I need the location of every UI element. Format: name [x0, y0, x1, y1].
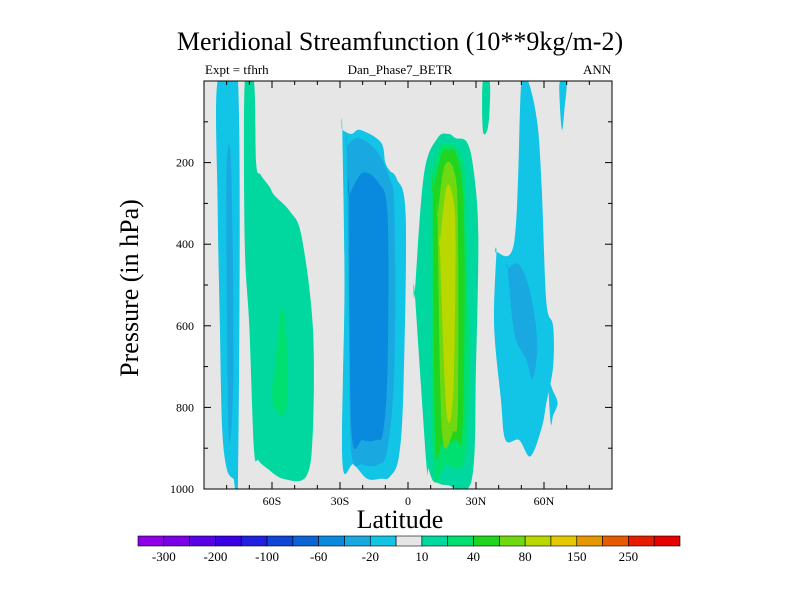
- x-tick-label: 60S: [263, 494, 282, 508]
- colorbar-swatch: [137, 535, 165, 547]
- colorbar-label: 250: [619, 549, 639, 564]
- southern-polar-cell-contour-2: [226, 144, 234, 443]
- x-tick-label: 0: [405, 494, 411, 508]
- colorbar-swatch: [395, 535, 423, 547]
- colorbar-swatch: [628, 535, 655, 547]
- y-tick-label: 1000: [170, 482, 194, 496]
- colorbar-swatch: [266, 535, 294, 547]
- colorbar-swatch: [369, 535, 397, 547]
- field-southern-ferrel-cell: [243, 81, 314, 482]
- colorbar-swatch: [550, 535, 578, 547]
- colorbar-label: -300: [152, 549, 176, 564]
- colorbar-label: -60: [310, 549, 327, 564]
- field-southern-hadley-cell: [341, 118, 407, 480]
- colorbar-label: 10: [415, 549, 428, 564]
- southern-ferrel-cell-contour-2: [272, 306, 288, 417]
- y-tick-label: 800: [176, 400, 194, 414]
- experiment-label: Expt = tfhrh: [205, 62, 269, 77]
- colorbar-swatch: [189, 535, 216, 547]
- x-axis-label: Latitude: [356, 505, 444, 534]
- colorbar-label: -200: [204, 549, 228, 564]
- colorbar-swatch: [499, 535, 526, 547]
- colorbar-swatch: [318, 535, 345, 547]
- colorbar-swatch: [215, 535, 242, 547]
- colorbar-swatch: [163, 535, 190, 547]
- y-tick-label: 600: [176, 319, 194, 333]
- colorbar-swatch: [653, 535, 681, 547]
- colorbar-label: 80: [519, 549, 532, 564]
- northern-polar-fragments-contour-3: [548, 381, 558, 426]
- colorbar-label: -20: [362, 549, 379, 564]
- northern-hadley-cell-contour-5: [438, 184, 456, 424]
- season-label: ANN: [583, 62, 612, 77]
- colorbar-swatch: [447, 535, 474, 547]
- southern-hadley-cell-contour-3: [347, 172, 389, 450]
- colorbar-label: 40: [467, 549, 480, 564]
- x-tick-label: 30N: [466, 494, 487, 508]
- northern-ferrel-cell-contour-1: [493, 81, 554, 457]
- colorbar-swatch: [344, 535, 371, 547]
- colorbar-swatch: [292, 535, 319, 547]
- northern-polar-fragments-contour-2: [559, 81, 567, 131]
- case-name-label: Dan_Phase7_BETR: [347, 62, 453, 77]
- colorbar-label: 150: [567, 549, 587, 564]
- field-northern-hadley-cell: [413, 133, 479, 489]
- colorbar-swatch: [602, 535, 629, 547]
- chart-title: Meridional Streamfunction (10**9kg/m-2): [176, 27, 624, 56]
- southern-ferrel-cell-contour-1: [243, 81, 314, 482]
- colorbar-swatch: [473, 535, 500, 547]
- y-tick-label: 200: [176, 156, 194, 170]
- colorbar-swatch: [421, 535, 449, 547]
- field-southern-polar-cell: [216, 81, 240, 489]
- field-northern-polar-fragments: [482, 81, 567, 426]
- y-tick-label: 400: [176, 237, 194, 251]
- colorbar-label: -100: [255, 549, 279, 564]
- northern-polar-fragments-contour-1: [482, 81, 491, 135]
- field-northern-ferrel-cell: [493, 81, 554, 457]
- x-tick-label: 30S: [331, 494, 350, 508]
- northern-ferrel-cell-contour-2: [506, 263, 538, 380]
- x-tick-label: 60N: [534, 494, 555, 508]
- colorbar-swatch: [240, 535, 268, 547]
- colorbar-swatch: [524, 535, 552, 547]
- colorbar-swatch: [576, 535, 603, 547]
